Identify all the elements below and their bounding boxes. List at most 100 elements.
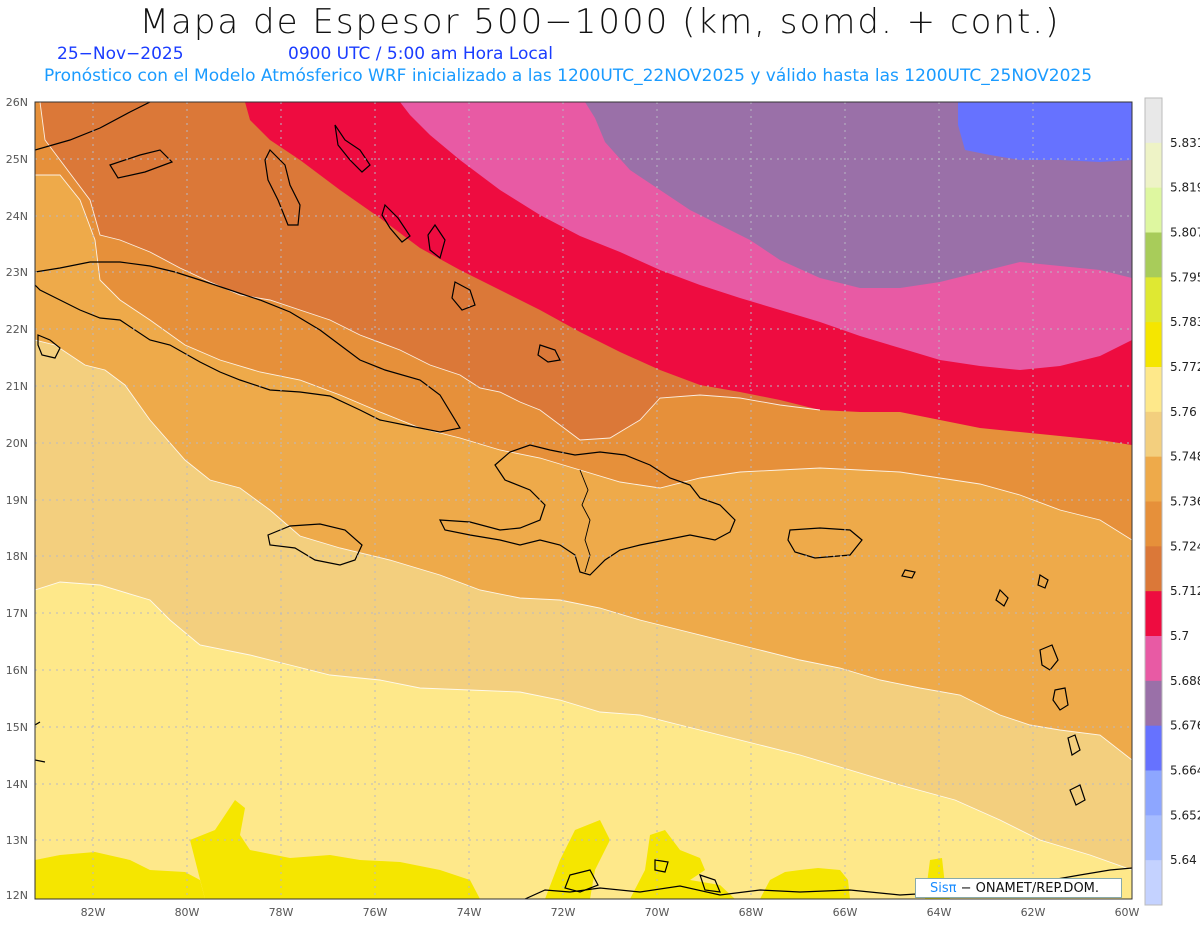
graticule [35,102,1132,899]
legend-label: 5.664 [1170,764,1200,778]
lon-label-60w: 60W [1115,906,1140,919]
turks-caicos [537,344,561,363]
lat-label-15n: 15N [6,721,28,734]
lon-label-66w: 66W [833,906,858,919]
haiti-border [579,469,591,573]
forecast-date: 25−Nov−2025 [57,44,184,64]
band-5.772-mid2 [630,830,735,899]
jamaica-coast [267,523,363,566]
legend-swatch [1145,725,1162,771]
central-america [35,721,46,763]
legend-label: 5.712 [1170,584,1200,598]
bahamas-andros [264,148,301,226]
legend-swatch [1145,591,1162,637]
legend-label: 5.676 [1170,719,1200,733]
legend-swatch [1145,770,1162,816]
lon-label-82w: 82W [81,906,106,919]
legend-label: 5.748 [1170,450,1200,464]
sis-logo-text: Sisπ [930,881,957,896]
lat-label-24n: 24N [6,210,28,223]
coastlines [35,102,1132,899]
lat-label-16n: 16N [6,664,28,677]
legend-label: 5.795 [1170,270,1200,284]
cuba-coast [35,261,461,433]
lat-label-13n: 13N [6,834,28,847]
lat-label-20n: 20N [6,437,28,450]
band-5.772-west [35,852,205,899]
lon-label-78w: 78W [269,906,294,919]
band-5.772-mid [545,820,610,899]
bahamas-2 [381,203,411,243]
legend-swatch [1145,187,1162,233]
lesser-antilles [901,569,1086,806]
legend-swatch [1145,456,1162,502]
legend-swatch [1145,501,1162,547]
lon-label-64w: 64W [927,906,952,919]
lon-axis: 82W 80W 78W 76W 74W 72W 70W 68W 66W 64W … [81,906,1140,919]
legend-label: 5.807 [1170,226,1200,240]
map-title: Mapa de Espesor 500−1000 (km, somd. + co… [139,2,1061,42]
lat-label-17n: 17N [6,607,28,620]
legend-swatch [1145,142,1162,189]
lat-label-21n: 21N [6,380,28,393]
legend-swatch [1145,860,1162,906]
legend-label: 5.64 [1170,853,1197,867]
legend-frame [1144,97,1163,906]
band-5.772-bottom [190,800,480,899]
legend-label: 5.688 [1170,674,1200,688]
map-frame [34,101,1133,900]
lon-label-72w: 72W [551,906,576,919]
legend-swatch [1145,815,1162,861]
legend-label: 5.76 [1170,405,1197,419]
legend-swatch [1145,232,1162,278]
lat-label-19n: 19N [6,494,28,507]
bahamas-4 [451,281,476,311]
legend-swatch [1145,277,1162,323]
legend-swatch [1145,411,1162,458]
color-legend: 5.831 5.819 5.807 5.795 5.783 5.772 5.76 5.748 5… [1144,97,1200,906]
filled-contours [35,102,1132,899]
legend-label: 5.724 [1170,539,1200,553]
legend-label: 5.819 [1170,181,1200,195]
florida-keys [35,102,151,151]
lat-label-14n: 14N [6,778,28,791]
lat-label-22n: 22N [6,323,28,336]
lon-label-74w: 74W [457,906,482,919]
puerto-rico-coast [787,527,863,559]
legend-swatch [1145,367,1162,413]
legend-swatch [1145,322,1162,368]
legend-label: 5.736 [1170,495,1200,509]
legend-label: 5.831 [1170,136,1200,150]
lat-label-12n: 12N [6,889,28,902]
lon-label-80w: 80W [175,906,200,919]
lon-label-76w: 76W [363,906,388,919]
band-5.664 [958,102,1132,162]
forecast-time: 0900 UTC / 5:00 am Hora Local [288,44,553,64]
legend-label: 5.783 [1170,315,1200,329]
grand-bahama [109,149,174,179]
contour-lines [35,102,1132,871]
abc-islands [564,859,721,893]
legend-label: 5.652 [1170,808,1200,822]
legend-swatch [1145,546,1162,592]
lat-axis: 26N 25N 24N 23N 22N 21N 20N 19N 18N 17N … [6,96,28,902]
lat-label-25n: 25N [6,153,28,166]
lon-label-68w: 68W [739,906,764,919]
legend-swatch [1145,636,1162,682]
isla-juventud-coast [37,334,61,359]
lat-label-18n: 18N [6,550,28,563]
onamet-credit: − ONAMET/REP.DOM. [960,881,1100,896]
bahamas-3 [427,223,446,260]
legend-label: 5.7 [1170,629,1189,643]
forecast-info: Pronóstico con el Modelo Atmósferico WRF… [44,66,1093,86]
bahamas-1 [334,124,371,173]
lon-label-70w: 70W [645,906,670,919]
lat-label-26n: 26N [6,96,28,109]
lon-label-62w: 62W [1021,906,1046,919]
legend-label: 5.772 [1170,360,1200,374]
legend-swatch [1145,98,1162,144]
legend-swatch [1145,680,1162,727]
hispaniola-coast [438,444,736,576]
lat-label-23n: 23N [6,266,28,279]
